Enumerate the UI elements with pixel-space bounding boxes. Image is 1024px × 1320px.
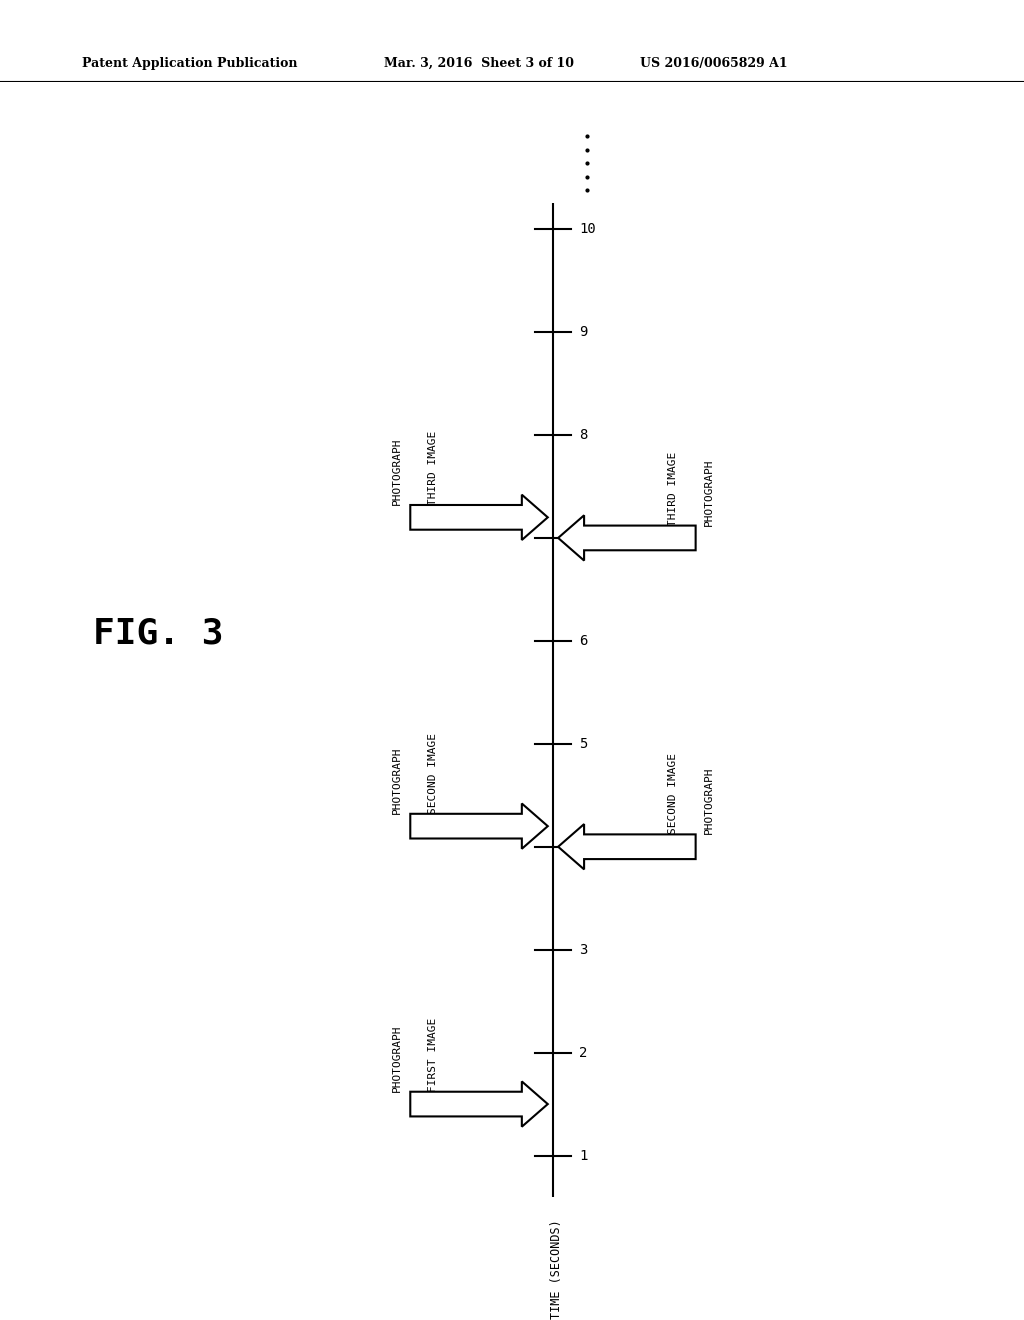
Text: FIRST IMAGE: FIRST IMAGE <box>428 1018 438 1092</box>
Polygon shape <box>558 824 695 870</box>
Text: Mar. 3, 2016  Sheet 3 of 10: Mar. 3, 2016 Sheet 3 of 10 <box>384 57 574 70</box>
Text: 6: 6 <box>579 634 588 648</box>
Text: SECOND IMAGE: SECOND IMAGE <box>428 733 438 814</box>
Text: US 2016/0065829 A1: US 2016/0065829 A1 <box>640 57 787 70</box>
Text: 10: 10 <box>579 222 596 236</box>
Text: 2: 2 <box>579 1045 588 1060</box>
Text: PHOTOGRAPH: PHOTOGRAPH <box>703 458 714 525</box>
Text: 7: 7 <box>579 531 588 545</box>
Text: 1: 1 <box>579 1148 588 1163</box>
Text: PHOTOGRAPH: PHOTOGRAPH <box>703 767 714 834</box>
Polygon shape <box>411 804 548 849</box>
Polygon shape <box>411 495 548 540</box>
Text: THIRD IMAGE: THIRD IMAGE <box>668 451 678 525</box>
Text: PHOTOGRAPH: PHOTOGRAPH <box>392 437 402 506</box>
Text: Patent Application Publication: Patent Application Publication <box>82 57 297 70</box>
Text: 5: 5 <box>579 737 588 751</box>
Polygon shape <box>558 515 695 561</box>
Polygon shape <box>411 1081 548 1127</box>
Text: SECOND IMAGE: SECOND IMAGE <box>668 754 678 834</box>
Text: 8: 8 <box>579 428 588 442</box>
Text: THIRD IMAGE: THIRD IMAGE <box>428 430 438 506</box>
Text: 3: 3 <box>579 942 588 957</box>
Text: 9: 9 <box>579 325 588 339</box>
Text: PHOTOGRAPH: PHOTOGRAPH <box>392 746 402 814</box>
Text: PHOTOGRAPH: PHOTOGRAPH <box>392 1024 402 1092</box>
Text: FIG. 3: FIG. 3 <box>93 616 224 651</box>
Text: 4: 4 <box>579 840 588 854</box>
Text: TIME (SECONDS): TIME (SECONDS) <box>550 1220 563 1319</box>
